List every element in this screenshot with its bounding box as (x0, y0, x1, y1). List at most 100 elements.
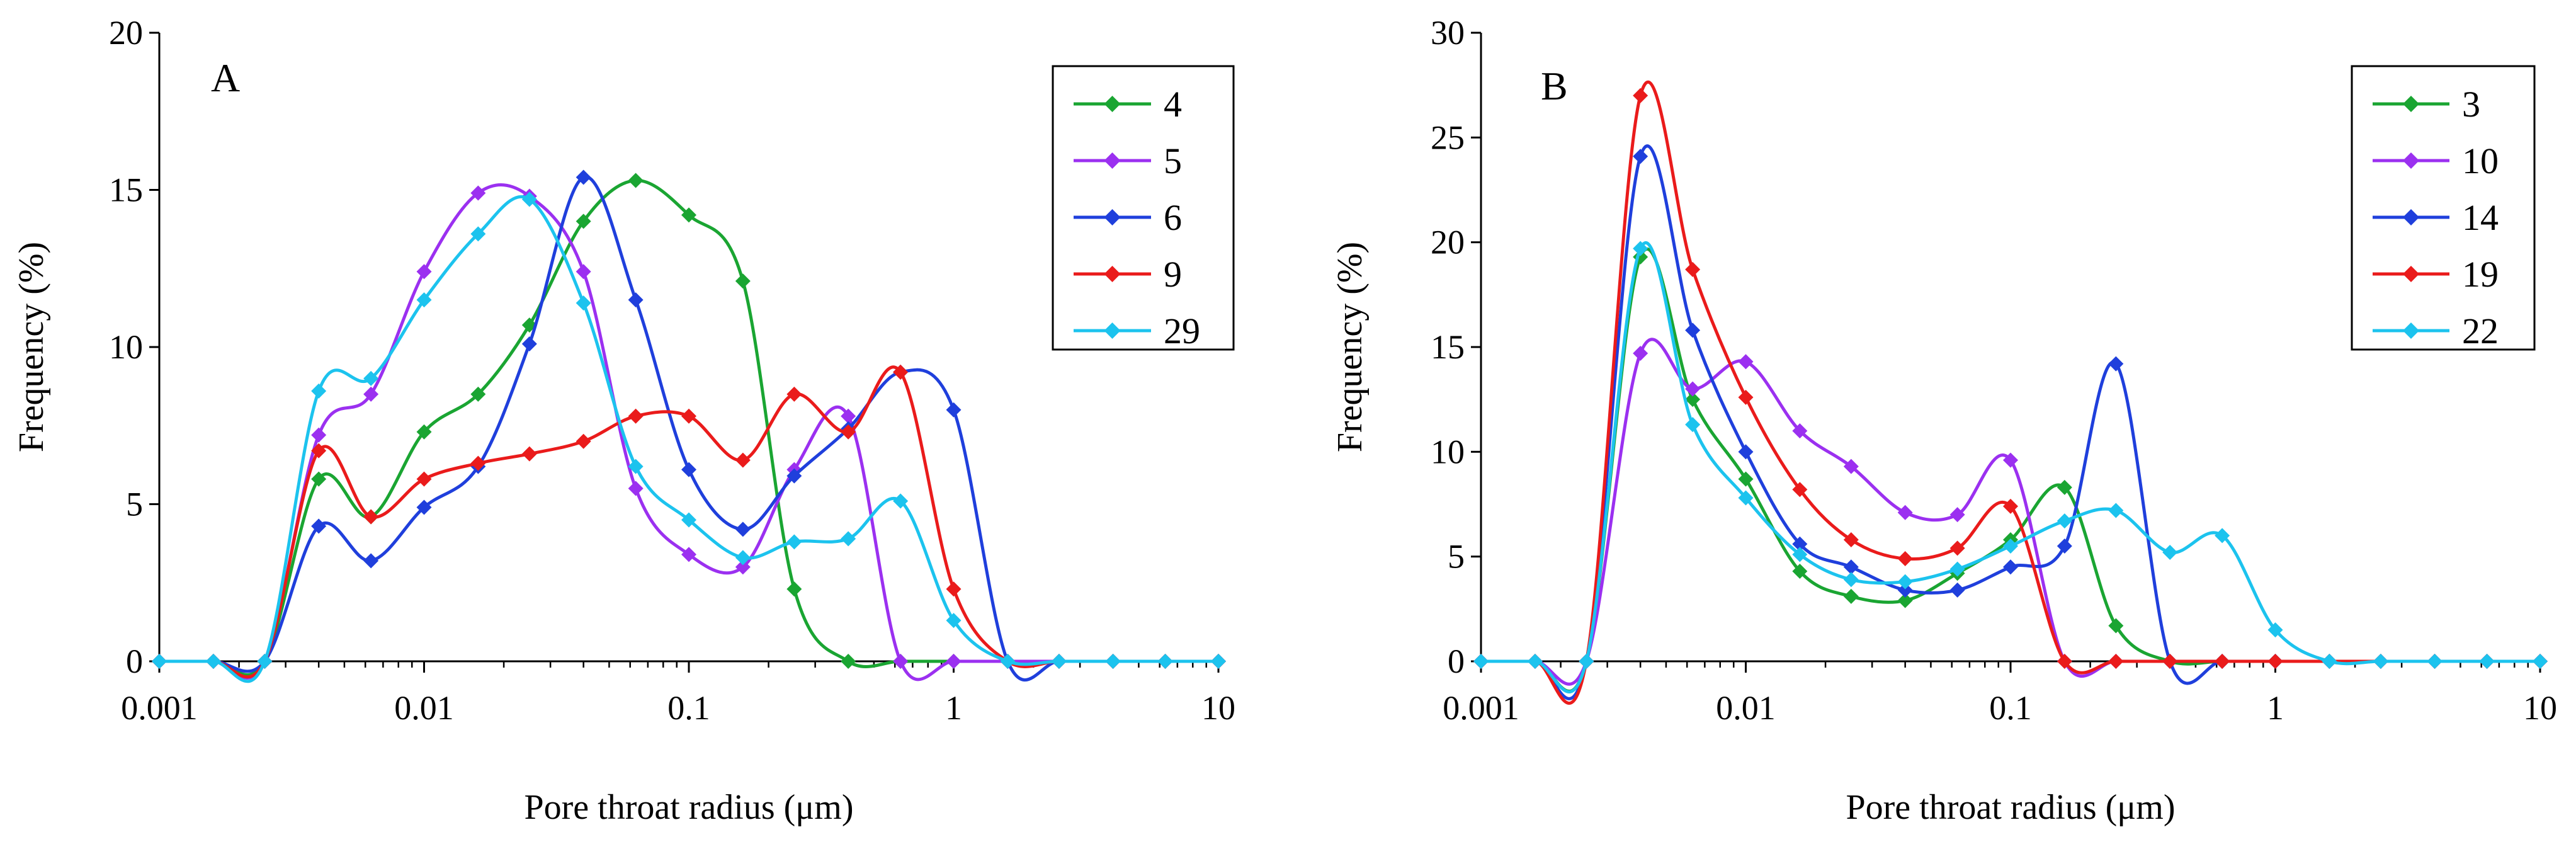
data-point (893, 493, 909, 509)
data-point (2162, 654, 2178, 669)
data-point (521, 446, 537, 462)
x-tick-label: 1 (945, 689, 962, 727)
data-point (416, 292, 432, 308)
data-point (786, 468, 802, 484)
data-point (2108, 618, 2124, 634)
data-point (1792, 563, 1808, 579)
data-point (1843, 532, 1859, 548)
y-tick-label: 30 (1431, 14, 1465, 52)
data-point (311, 471, 327, 487)
data-point (628, 292, 644, 308)
data-point (1000, 654, 1016, 669)
legend-item: 29 (1074, 311, 1200, 351)
data-point (1949, 561, 1965, 577)
series-line (159, 183, 1218, 681)
data-point (1792, 423, 1808, 439)
data-point (363, 553, 379, 569)
series-line (1481, 80, 2540, 705)
data-point (2003, 538, 2018, 554)
x-tick-label: 1 (2267, 689, 2284, 727)
legend-box (2351, 65, 2536, 351)
data-point (1105, 654, 1121, 669)
panel-label: A (211, 55, 240, 100)
data-point (2215, 654, 2230, 669)
legend-marker (2403, 322, 2419, 339)
data-point (1633, 149, 1648, 164)
data-point (521, 191, 537, 207)
data-point (1843, 588, 1859, 604)
data-point (1633, 345, 1648, 361)
data-point (2373, 654, 2388, 669)
data-point (521, 336, 537, 352)
legend-label: 9 (1164, 254, 1182, 295)
data-point (470, 226, 486, 242)
data-point (786, 386, 802, 402)
data-point (1527, 654, 1543, 669)
data-point (786, 534, 802, 550)
legend-label: 4 (1164, 84, 1182, 125)
data-point (946, 613, 962, 629)
legend-box (1052, 65, 1235, 351)
legend-label: 6 (1164, 197, 1182, 238)
y-tick-label: 15 (109, 171, 143, 209)
data-point (470, 386, 486, 402)
legend: 3 10 14 19 22 (2351, 65, 2536, 351)
data-point (735, 559, 751, 575)
data-point (893, 364, 909, 380)
data-point (841, 531, 856, 547)
data-point (363, 370, 379, 386)
data-point (311, 443, 327, 459)
data-point (2108, 654, 2124, 669)
data-point (363, 386, 379, 402)
x-axis-title: Pore throat radius (μm) (1846, 788, 2175, 827)
data-point (1633, 241, 1648, 256)
data-point (681, 408, 696, 424)
data-point (841, 408, 856, 424)
data-point (1738, 490, 1754, 506)
data-point (1685, 261, 1701, 277)
data-point (470, 455, 486, 471)
legend-marker (2403, 96, 2419, 112)
data-point (1843, 459, 1859, 474)
data-point (1738, 389, 1754, 405)
data-point (786, 581, 802, 597)
data-point (1897, 504, 1913, 520)
data-point (2427, 654, 2443, 669)
data-point (628, 459, 644, 474)
data-point (1051, 654, 1067, 669)
data-point (1685, 381, 1701, 397)
data-point (1897, 550, 1913, 566)
data-point (946, 654, 962, 669)
data-point (1738, 354, 1754, 370)
data-point (1473, 654, 1489, 669)
data-point (893, 654, 909, 669)
data-point (1738, 471, 1754, 487)
series-22 (1473, 241, 2548, 693)
x-tick-label: 0.001 (121, 689, 198, 727)
legend-label: 22 (2462, 311, 2499, 351)
data-point (946, 402, 962, 418)
data-point (681, 547, 696, 562)
data-point (1843, 559, 1859, 575)
legend-label: 3 (2462, 84, 2480, 125)
data-point (1579, 654, 1594, 669)
data-point (1949, 507, 1965, 523)
data-point (311, 427, 327, 443)
y-axis-title: Frequency (%) (1331, 242, 1370, 452)
panel-a: 0 5 10 15 20 0.001 0.01 0.1 1 10 Pore throat radiu… (12, 14, 1235, 827)
data-point (2267, 654, 2283, 669)
data-point (1738, 444, 1754, 460)
data-point (2057, 479, 2072, 495)
y-tick-label: 20 (109, 14, 143, 52)
legend-marker (1104, 96, 1121, 112)
data-point (1685, 417, 1701, 433)
legend-item: 9 (1074, 254, 1182, 295)
legend: 4 5 6 9 29 (1052, 65, 1235, 351)
data-point (1897, 582, 1913, 598)
x-tick-label: 0.01 (1716, 689, 1776, 727)
data-point (1792, 482, 1808, 498)
data-point (946, 581, 962, 597)
y-tick-label: 5 (1448, 538, 1465, 576)
data-point (576, 433, 591, 449)
data-point (576, 214, 591, 229)
